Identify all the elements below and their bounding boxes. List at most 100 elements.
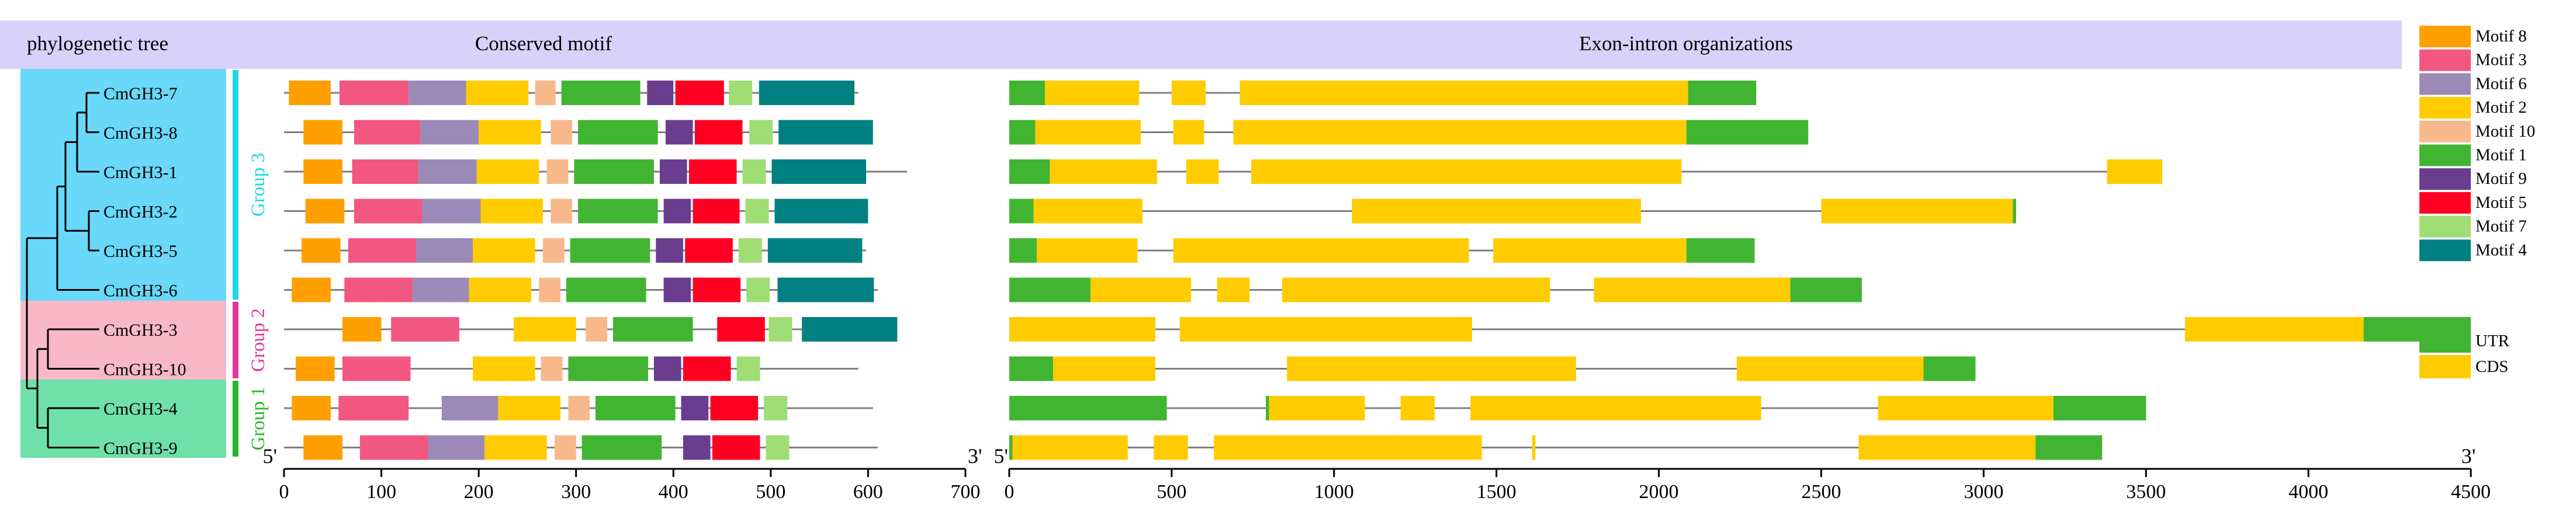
cds-box bbox=[1179, 317, 1472, 342]
legend-motif-label: Motif 1 bbox=[2475, 146, 2527, 165]
motif-3-box bbox=[342, 356, 411, 381]
utr-box bbox=[1009, 120, 1036, 145]
gene-label: CmGH3-4 bbox=[103, 399, 178, 419]
utr-box bbox=[2053, 396, 2146, 420]
cds-box bbox=[1878, 396, 2054, 420]
motif-axis-tick-label: 200 bbox=[464, 481, 494, 503]
motif-10-box bbox=[550, 199, 573, 224]
motif-7-box bbox=[746, 277, 770, 302]
motif-7-box bbox=[745, 199, 769, 224]
gene-axis-tick-label: 1500 bbox=[1477, 481, 1516, 503]
motif-8-box bbox=[342, 317, 382, 342]
motif-9-box bbox=[663, 199, 691, 224]
motif-axis-tick-label: 500 bbox=[756, 481, 785, 503]
motif-10-box bbox=[543, 238, 565, 263]
motif-axis-tick-label: 0 bbox=[279, 481, 289, 503]
header-exon-intron: Exon-intron organizations bbox=[1579, 32, 1793, 55]
cds-box bbox=[1493, 238, 1687, 263]
motif-3-box bbox=[352, 159, 418, 184]
motif-8-box bbox=[303, 120, 342, 145]
motif-2-box bbox=[479, 120, 541, 145]
legend-motif-label: Motif 10 bbox=[2475, 122, 2535, 141]
motif-6-box bbox=[418, 159, 477, 184]
motif-8-box bbox=[295, 356, 335, 381]
motif-2-box bbox=[473, 238, 535, 263]
motif-3-box bbox=[391, 317, 459, 342]
cds-box bbox=[1352, 199, 1641, 224]
gene-axis-tick-label: 3000 bbox=[1964, 481, 2003, 503]
utr-box bbox=[1009, 159, 1050, 184]
motif-6-box bbox=[428, 435, 485, 460]
motif-6-box bbox=[420, 120, 479, 145]
legend-motif-9-swatch bbox=[2419, 168, 2471, 190]
legend-motif-4-swatch bbox=[2419, 239, 2471, 262]
legend-cds-swatch bbox=[2419, 355, 2471, 378]
legend-motif-label: Motif 8 bbox=[2475, 27, 2527, 46]
motif-1-box bbox=[578, 120, 658, 145]
cds-box bbox=[2184, 317, 2364, 342]
motif-2-box bbox=[476, 159, 539, 184]
cds-box bbox=[1282, 277, 1550, 302]
motif-7-box bbox=[749, 120, 773, 145]
motif-10-box bbox=[555, 435, 576, 460]
motif-6-box bbox=[441, 396, 498, 420]
cds-box bbox=[1035, 120, 1141, 145]
motif-3-box bbox=[354, 120, 421, 145]
motif-5-box bbox=[710, 396, 759, 420]
gene-axis-tick-label: 2000 bbox=[1639, 481, 1679, 503]
motif-axis-3prime: 3' bbox=[968, 444, 982, 468]
cds-box bbox=[1012, 435, 1128, 460]
tree-branch bbox=[26, 237, 57, 389]
cds-box bbox=[1858, 435, 2036, 460]
motif-10-box bbox=[568, 396, 590, 420]
cds-box bbox=[1821, 199, 2013, 224]
motif-8-box bbox=[292, 396, 331, 420]
motif-8-box bbox=[303, 435, 342, 460]
cds-box bbox=[1053, 356, 1156, 381]
motif-2-box bbox=[466, 81, 529, 105]
gene-axis-tick-label: 2500 bbox=[1801, 481, 1841, 503]
motif-axis-tick-label: 400 bbox=[659, 481, 688, 503]
motif-8-box bbox=[305, 199, 345, 224]
header-phylogenetic-tree: phylogenetic tree bbox=[27, 32, 168, 55]
motif-6-box bbox=[408, 81, 466, 105]
motif-5-box bbox=[694, 120, 743, 145]
motif-7-box bbox=[742, 159, 766, 184]
motif-3-box bbox=[354, 199, 423, 224]
cds-box bbox=[1033, 199, 1142, 224]
cds-box bbox=[1154, 435, 1188, 460]
motif-3-box bbox=[338, 396, 409, 420]
cds-box bbox=[1233, 120, 1687, 145]
motif-1-box bbox=[613, 317, 693, 342]
motif-8-box bbox=[301, 238, 341, 263]
motif-axis-tick-label: 700 bbox=[951, 481, 981, 503]
utr-box bbox=[1923, 356, 1976, 381]
motif-5-box bbox=[693, 199, 740, 224]
gene-label: CmGH3-3 bbox=[103, 321, 178, 340]
motif-axis-tick-label: 600 bbox=[853, 481, 883, 503]
utr-box bbox=[1009, 356, 1054, 381]
motif-2-box bbox=[473, 356, 535, 381]
utr-box bbox=[1009, 238, 1037, 263]
legend-motif-8-swatch bbox=[2419, 26, 2471, 47]
motif-2-box bbox=[469, 277, 532, 302]
gene-label: CmGH3-5 bbox=[103, 242, 178, 261]
motif-4-box bbox=[778, 120, 873, 145]
motif-2-box bbox=[514, 317, 576, 342]
motif-6-box bbox=[422, 199, 481, 224]
legend-motif-5-swatch bbox=[2419, 192, 2471, 214]
cds-box bbox=[2107, 159, 2163, 184]
legend: Motif 8 Motif 3 Motif 6 Motif 2 Motif 10 Moti… bbox=[2419, 26, 2535, 378]
motif-4-box bbox=[767, 238, 863, 263]
utr-box bbox=[1266, 396, 1269, 420]
motif-1-box bbox=[574, 159, 654, 184]
gene-label: CmGH3-6 bbox=[103, 281, 178, 301]
motif-10-box bbox=[541, 356, 563, 381]
legend-motif-label: Motif 9 bbox=[2475, 169, 2527, 188]
gene-label: CmGH3-1 bbox=[103, 163, 178, 182]
motif-9-box bbox=[659, 159, 687, 184]
legend-motif-7-swatch bbox=[2419, 215, 2471, 238]
legend-motif-label: Motif 3 bbox=[2475, 51, 2527, 69]
motif-6-box bbox=[416, 238, 473, 263]
